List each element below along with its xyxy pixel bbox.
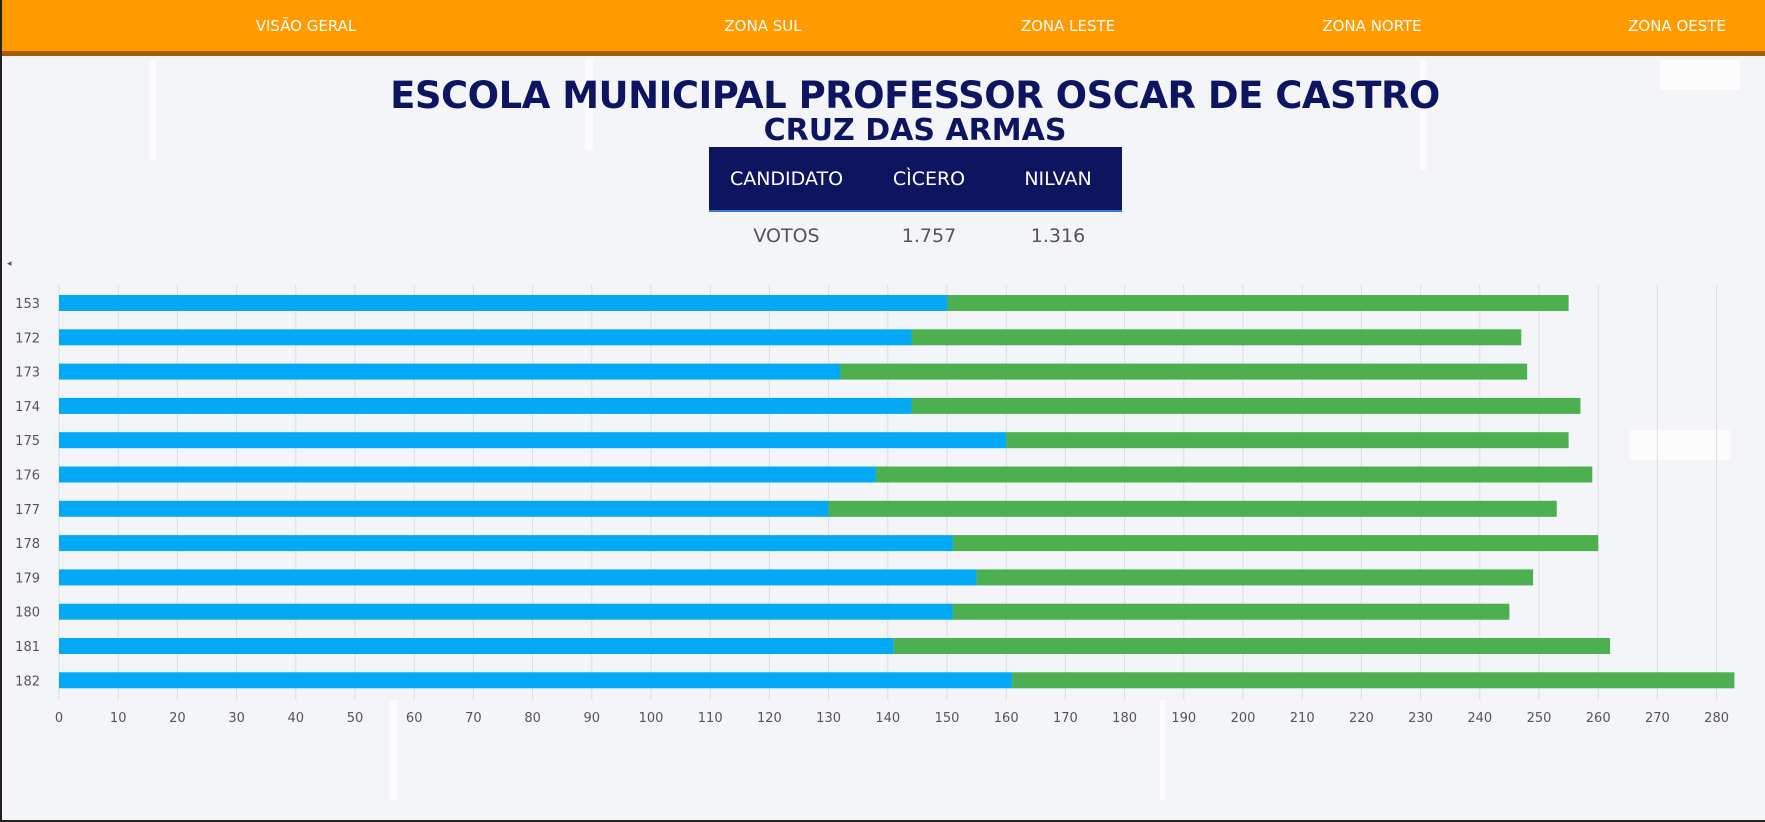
y-tick-label: 174: [15, 400, 40, 415]
x-tick-label: 280: [1704, 711, 1729, 726]
bar-cicero: [59, 603, 953, 620]
bar-nilvan: [875, 466, 1593, 483]
x-tick-label: 120: [757, 711, 782, 726]
top-navbar: VISÃO GERAL ZONA SUL ZONA LESTE ZONA NOR…: [0, 0, 1765, 56]
x-tick-label: 20: [169, 711, 186, 726]
bar-cicero: [59, 397, 912, 414]
page-subtitle: CRUZ DAS ARMAS: [763, 113, 1067, 148]
y-tick-label: 177: [15, 503, 40, 518]
bar-cicero: [59, 363, 841, 380]
bar-nilvan: [1012, 672, 1735, 689]
x-tick-label: 210: [1290, 711, 1315, 726]
x-tick-label: 30: [228, 711, 245, 726]
x-tick-label: 190: [1171, 711, 1196, 726]
bar-nilvan: [840, 363, 1528, 380]
x-tick-label: 170: [1053, 711, 1078, 726]
chart-y-labels: 153 172 173 174 175 176 177 178 179 180 181 182: [15, 297, 40, 689]
x-tick-label: 160: [994, 711, 1019, 726]
x-tick-label: 150: [935, 711, 960, 726]
bar-cicero: [59, 638, 894, 654]
bar-nilvan: [976, 569, 1534, 586]
x-tick-label: 100: [639, 711, 664, 726]
nav-visao-geral[interactable]: VISÃO GERAL: [255, 17, 357, 35]
x-tick-label: 70: [465, 711, 482, 726]
bar-nilvan: [1006, 432, 1569, 449]
y-tick-label: 182: [15, 674, 40, 689]
y-tick-label: 178: [15, 537, 40, 552]
header-cicero: CÌCERO: [892, 167, 966, 190]
bar-cicero: [59, 432, 1007, 449]
stacked-bar-chart: 153 172 173 174 175 176 177 178 179 180 181 182 0 10…: [15, 285, 1735, 726]
x-tick-label: 240: [1467, 711, 1492, 726]
x-tick-label: 40: [288, 711, 305, 726]
collapse-arrow-icon[interactable]: ◂: [7, 259, 12, 269]
chart-grid: [58, 285, 1718, 700]
nav-zona-leste[interactable]: ZONA LESTE: [1020, 17, 1116, 35]
x-tick-label: 270: [1645, 711, 1670, 726]
x-tick-label: 10: [110, 711, 127, 726]
chart-x-labels: 0 10 20 30 40 50 60 70 80 90 100 110 120 130 140 150 160…: [55, 711, 1729, 726]
bar-cicero: [59, 295, 947, 311]
y-tick-label: 175: [15, 434, 40, 449]
x-tick-label: 80: [524, 711, 541, 726]
x-tick-label: 230: [1408, 711, 1433, 726]
x-tick-label: 90: [584, 711, 601, 726]
nilvan-votes: 1.316: [1030, 225, 1086, 247]
chart-bars: [59, 295, 1735, 689]
x-tick-label: 200: [1231, 711, 1256, 726]
bar-nilvan: [893, 638, 1611, 654]
header-nilvan: NILVAN: [1024, 167, 1092, 190]
nav-zona-norte[interactable]: ZONA NORTE: [1322, 17, 1422, 35]
y-tick-label: 179: [15, 571, 40, 586]
y-tick-label: 153: [15, 297, 40, 312]
y-tick-label: 176: [15, 469, 40, 484]
bar-cicero: [59, 672, 1013, 689]
bar-cicero: [59, 569, 977, 586]
bar-cicero: [59, 466, 876, 483]
bar-nilvan: [911, 329, 1522, 346]
page-title: ESCOLA MUNICIPAL PROFESSOR OSCAR DE CAST…: [390, 74, 1440, 117]
votes-table-header: CANDIDATO CÌCERO NILVAN: [709, 147, 1122, 212]
votes-table: CANDIDATO CÌCERO NILVAN VOTOS 1.757 1.31…: [709, 147, 1122, 260]
x-tick-label: 110: [698, 711, 723, 726]
votes-table-row: VOTOS 1.757 1.316: [709, 212, 1122, 260]
bar-cicero: [59, 500, 829, 517]
header-candidato: CANDIDATO: [729, 167, 844, 190]
x-tick-label: 180: [1112, 711, 1137, 726]
y-tick-label: 172: [15, 331, 40, 346]
bar-nilvan: [911, 397, 1581, 414]
x-tick-label: 0: [55, 711, 63, 726]
x-tick-label: 60: [406, 711, 423, 726]
x-tick-label: 130: [816, 711, 841, 726]
bar-nilvan: [952, 535, 1599, 552]
x-tick-label: 50: [347, 711, 364, 726]
y-tick-label: 173: [15, 366, 40, 381]
x-tick-label: 140: [875, 711, 900, 726]
bar-nilvan: [952, 603, 1510, 620]
x-tick-label: 250: [1527, 711, 1552, 726]
x-tick-label: 220: [1349, 711, 1374, 726]
bar-nilvan: [947, 295, 1569, 311]
bar-cicero: [59, 329, 912, 346]
nav-zona-sul[interactable]: ZONA SUL: [724, 17, 802, 35]
bar-nilvan: [828, 500, 1557, 517]
y-tick-label: 180: [15, 606, 40, 621]
bar-cicero: [59, 535, 953, 552]
x-tick-label: 260: [1586, 711, 1611, 726]
row-label-votos: VOTOS: [753, 225, 820, 247]
y-tick-label: 181: [15, 640, 40, 655]
nav-zona-oeste[interactable]: ZONA OESTE: [1628, 17, 1726, 35]
cicero-votes: 1.757: [901, 225, 957, 247]
